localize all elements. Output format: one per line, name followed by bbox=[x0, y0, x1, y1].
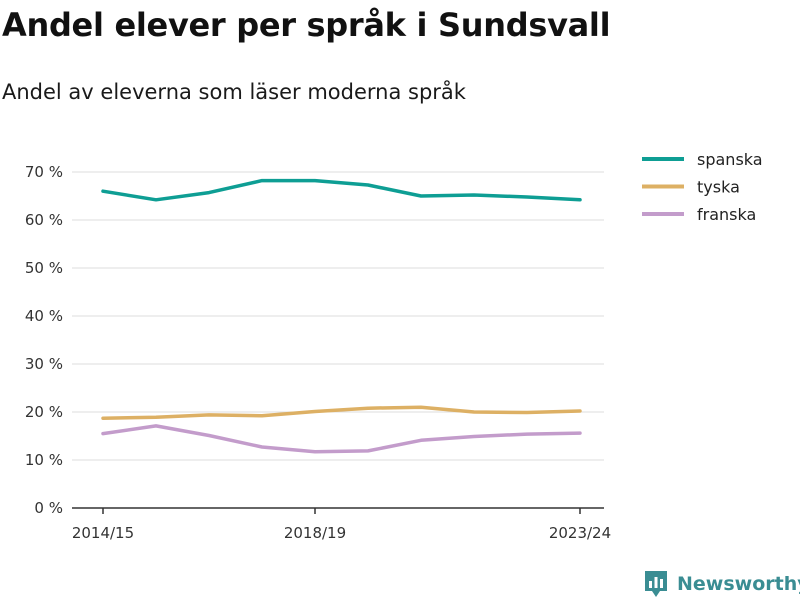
legend-label-spanska: spanska bbox=[697, 150, 763, 169]
legend-label-tyska: tyska bbox=[697, 178, 740, 197]
x-tick-label: 2014/15 bbox=[72, 524, 134, 542]
brand-logo: Newsworthy bbox=[643, 569, 800, 599]
y-tick-label: 40 % bbox=[25, 307, 63, 325]
y-tick-label: 70 % bbox=[25, 163, 63, 181]
y-tick-label: 10 % bbox=[25, 451, 63, 469]
y-tick-label: 60 % bbox=[25, 211, 63, 229]
y-tick-label: 20 % bbox=[25, 403, 63, 421]
newsworthy-logo-icon bbox=[645, 571, 667, 597]
chart-subtitle: Andel av eleverna som läser moderna språ… bbox=[2, 80, 466, 104]
brand-name: Newsworthy bbox=[677, 573, 800, 595]
x-tick-label: 2018/19 bbox=[284, 524, 346, 542]
y-tick-label: 50 % bbox=[25, 259, 63, 277]
series-line-spanska bbox=[101, 178, 582, 202]
x-tick-label: 2023/24 bbox=[549, 524, 611, 542]
y-tick-label: 30 % bbox=[25, 355, 63, 373]
series-line-franska bbox=[101, 424, 582, 454]
legend-label-franska: franska bbox=[697, 205, 756, 224]
chart-title: Andel elever per språk i Sundsvall bbox=[2, 6, 611, 44]
series-line-tyska bbox=[101, 405, 582, 420]
y-tick-label: 0 % bbox=[34, 499, 63, 517]
